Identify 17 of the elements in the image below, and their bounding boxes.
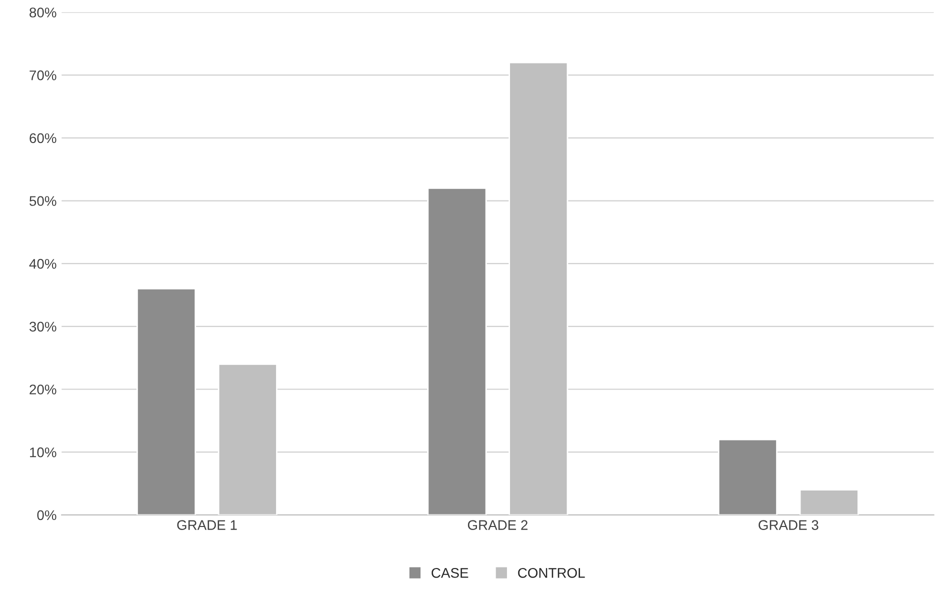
y-tick-label: 70% — [30, 70, 56, 80]
y-tick-label: 30% — [29, 322, 56, 332]
x-tick-label: GRADE 2 — [468, 520, 528, 530]
y-tick-label: 0% — [37, 510, 56, 520]
bar — [718, 438, 778, 515]
legend-label: CASE — [432, 568, 468, 578]
y-tick-label: 20% — [30, 384, 56, 394]
y-tick-label: 60% — [30, 133, 56, 144]
x-tick-label: GRADE 1 — [177, 520, 237, 530]
x-tick-label: GRADE 3 — [758, 520, 818, 530]
bar — [427, 187, 487, 515]
y-tick-label: 10% — [30, 447, 56, 458]
y-tick-label: 80% — [30, 8, 56, 18]
bar — [136, 288, 196, 515]
legend-label: CONTROL — [518, 568, 585, 578]
y-tick-label: 50% — [30, 196, 56, 206]
y-tick-label: 40% — [29, 258, 56, 269]
